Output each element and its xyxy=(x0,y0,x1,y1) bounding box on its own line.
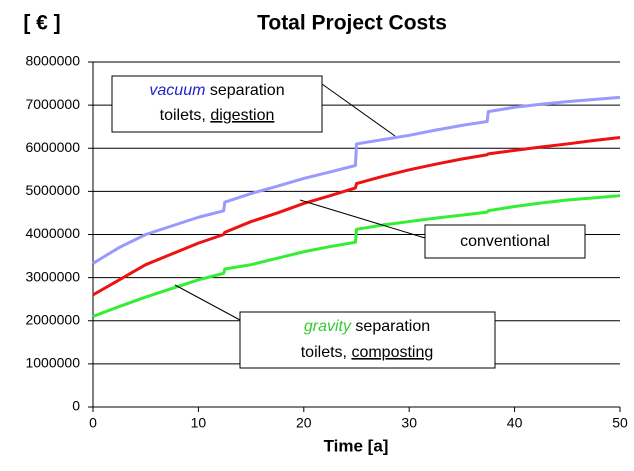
annotation-box xyxy=(239,311,496,369)
y-tick-label: 6000000 xyxy=(25,139,80,155)
y-axis-title: [ € ] xyxy=(23,12,60,35)
y-tick-label: 3000000 xyxy=(25,268,80,284)
series-line xyxy=(92,95,621,265)
x-tick-label: 40 xyxy=(507,415,523,431)
x-tick-label: 10 xyxy=(191,415,207,431)
annotation-word: gravity xyxy=(304,318,352,335)
y-tick-label: 5000000 xyxy=(25,182,80,198)
y-tick-label: 2000000 xyxy=(25,311,80,327)
annotation-box xyxy=(111,75,323,133)
annotation-word: toilets, xyxy=(160,107,206,124)
chart-title: Total Project Costs xyxy=(257,12,447,35)
leader-line xyxy=(321,83,396,137)
series-line xyxy=(92,194,621,318)
annotation-word: digestion xyxy=(210,107,274,124)
annotation-text: vacuum separation xyxy=(149,82,284,99)
x-axis-title: Time [a] xyxy=(324,436,389,455)
annotation-word: vacuum xyxy=(149,82,205,99)
x-tick-label: 50 xyxy=(612,415,628,431)
series-line xyxy=(92,135,621,297)
leader-line xyxy=(299,199,426,239)
annotation-text: toilets, digestion xyxy=(160,107,275,124)
y-tick-label: 4000000 xyxy=(25,225,80,241)
x-tick-label: 20 xyxy=(296,415,312,431)
annotation-word: separation xyxy=(210,82,285,99)
x-tick-label: 30 xyxy=(401,415,417,431)
annotation-text: gravity separation xyxy=(304,318,430,335)
annotation-text: conventional xyxy=(460,233,550,250)
leader-line xyxy=(174,284,241,321)
annotation-text: toilets, composting xyxy=(301,344,434,361)
y-tick-label: 1000000 xyxy=(25,355,80,371)
annotations: vacuum separation toilets, digestion con… xyxy=(111,75,586,369)
plot-area: 0 1000000 2000000 3000000 4000000 5000000 6000… xyxy=(25,53,628,431)
annotation-box xyxy=(424,224,586,259)
annotation-word: separation xyxy=(355,318,430,335)
annotation-word: toilets, xyxy=(301,344,347,361)
y-tick-label: 7000000 xyxy=(25,96,80,112)
x-tick-label: 0 xyxy=(89,415,97,431)
annotation-word: conventional xyxy=(460,233,550,250)
y-tick-label: 8000000 xyxy=(25,53,80,69)
annotation-word: composting xyxy=(351,344,433,361)
y-tick-label: 0 xyxy=(72,398,80,414)
